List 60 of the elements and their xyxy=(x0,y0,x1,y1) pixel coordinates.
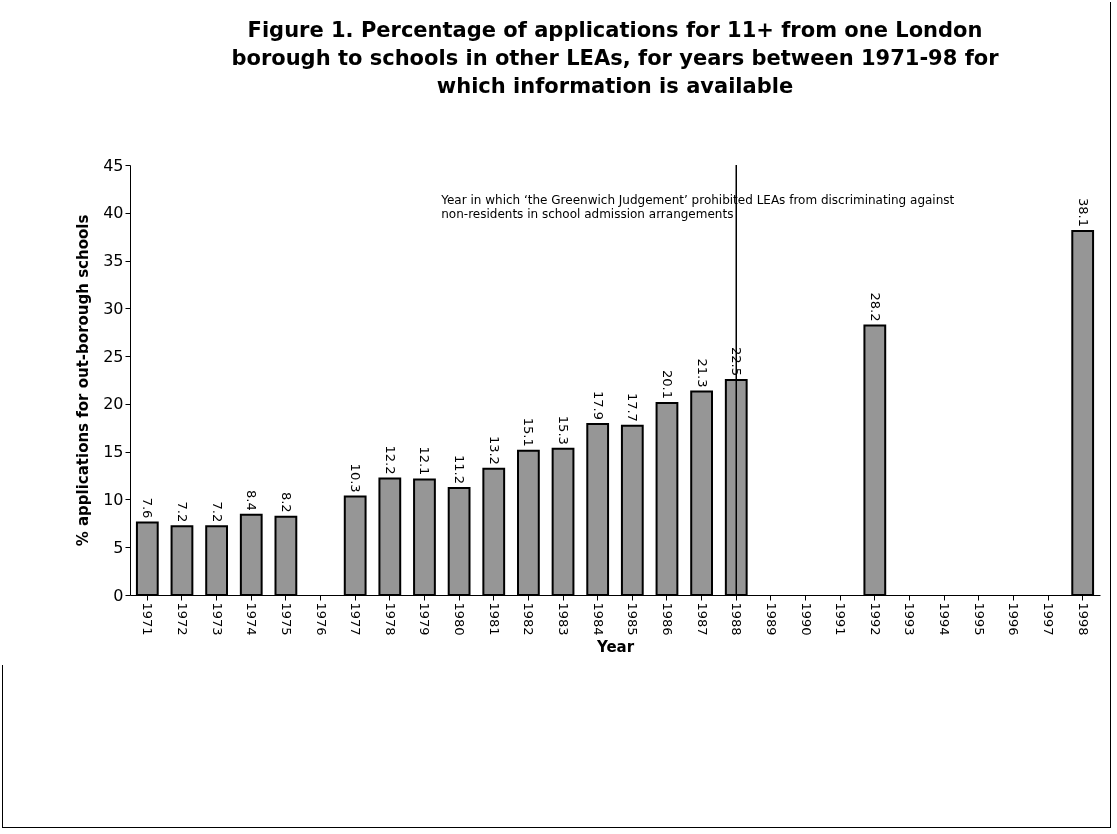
x-tick-label: 1989 xyxy=(763,602,779,636)
x-tick-label: 1979 xyxy=(417,602,433,636)
data-label: 22.5 xyxy=(729,347,745,376)
data-label: 15.1 xyxy=(521,417,537,447)
x-axis-title: Year xyxy=(595,637,635,656)
x-tick-label: 1990 xyxy=(798,602,814,636)
x-tick-label: 1973 xyxy=(209,602,225,636)
y-tick-label: 5 xyxy=(113,537,124,557)
data-label: 20.1 xyxy=(659,369,675,399)
x-tick-label: 1982 xyxy=(521,602,537,636)
data-label: 8.2 xyxy=(278,491,294,513)
x-tick-label: 1980 xyxy=(452,602,468,636)
y-tick-label: 30 xyxy=(103,298,124,318)
data-label: 17.7 xyxy=(625,392,641,422)
x-tick-label: 1981 xyxy=(486,602,502,636)
y-tick-label: 15 xyxy=(103,442,124,462)
x-tick-label: 1984 xyxy=(590,602,606,636)
x-tick-label: 1988 xyxy=(729,602,745,636)
chart-title: Figure 1. Percentage of applications for 11+ from one London borough to schools in other LEAs, for years between 1971-98 for which information is available xyxy=(231,18,1000,98)
data-label: 8.4 xyxy=(244,490,260,511)
data-label: 17.9 xyxy=(590,391,606,420)
y-tick-label: 0 xyxy=(113,585,124,605)
x-tick-label: 1987 xyxy=(694,602,710,636)
x-tick-label: 1986 xyxy=(659,602,675,636)
data-label: 7.6 xyxy=(140,497,156,519)
data-label: 11.2 xyxy=(452,455,468,484)
y-tick-label: 10 xyxy=(103,489,124,509)
data-label: 15.3 xyxy=(556,415,572,445)
x-tick-label: 1972 xyxy=(174,602,190,636)
x-tick-label: 1996 xyxy=(1006,602,1022,636)
x-tick-label: 1975 xyxy=(278,602,294,636)
x-tick-label: 1993 xyxy=(902,602,918,636)
y-tick-label: 25 xyxy=(103,346,124,366)
x-tick-label: 1998 xyxy=(1075,602,1091,636)
x-tick-label: 1995 xyxy=(971,602,987,636)
x-tick-label: 1997 xyxy=(1041,602,1057,636)
data-label: 7.2 xyxy=(209,501,225,523)
y-axis-title: % applications for out-borough schools xyxy=(74,214,93,547)
x-tick-label: 1994 xyxy=(937,602,953,636)
x-tick-label: 1983 xyxy=(556,602,572,636)
y-tick-label: 45 xyxy=(103,155,124,175)
data-label: 10.3 xyxy=(348,463,364,493)
x-tick-label: 1992 xyxy=(867,602,883,636)
y-tick-label: 40 xyxy=(103,203,124,223)
x-tick-label: 1974 xyxy=(244,602,260,636)
data-label: 38.1 xyxy=(1075,197,1091,227)
data-label: 12.1 xyxy=(417,446,433,476)
x-tick-label: 1971 xyxy=(140,602,156,636)
x-tick-label: 1976 xyxy=(313,602,329,636)
x-tick-label: 1977 xyxy=(348,602,364,636)
data-label: 21.3 xyxy=(694,358,710,388)
data-label: 28.2 xyxy=(867,292,883,322)
x-tick-label: 1991 xyxy=(833,602,849,636)
y-tick-label: 20 xyxy=(103,394,124,414)
data-label: 13.2 xyxy=(486,435,502,465)
x-tick-label: 1978 xyxy=(382,602,398,636)
y-tick-label: 35 xyxy=(103,251,124,271)
data-label: 7.2 xyxy=(174,501,190,523)
data-label: 12.2 xyxy=(382,445,398,475)
x-tick-label: 1985 xyxy=(625,602,641,636)
